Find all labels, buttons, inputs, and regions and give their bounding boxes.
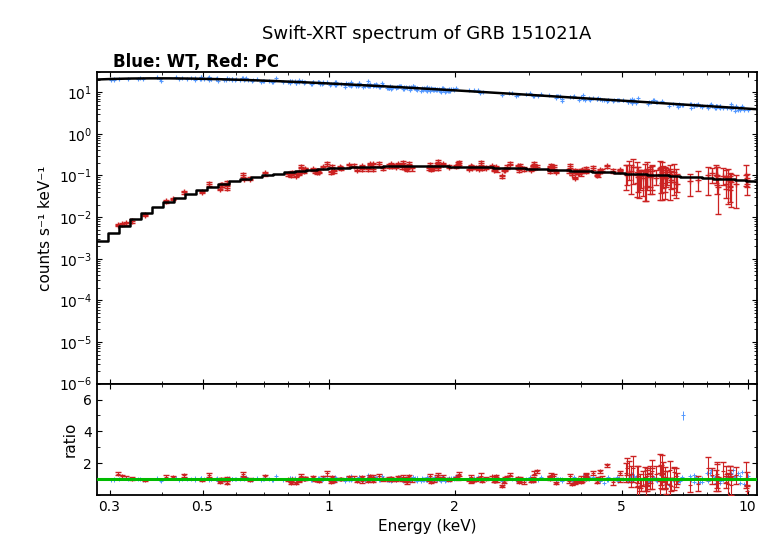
- Text: Swift-XRT spectrum of GRB 151021A: Swift-XRT spectrum of GRB 151021A: [262, 25, 591, 43]
- X-axis label: Energy (keV): Energy (keV): [378, 519, 476, 534]
- Y-axis label: ratio: ratio: [63, 421, 78, 457]
- Text: Blue: WT, Red: PC: Blue: WT, Red: PC: [113, 53, 279, 71]
- Y-axis label: counts s⁻¹ keV⁻¹: counts s⁻¹ keV⁻¹: [38, 165, 53, 291]
